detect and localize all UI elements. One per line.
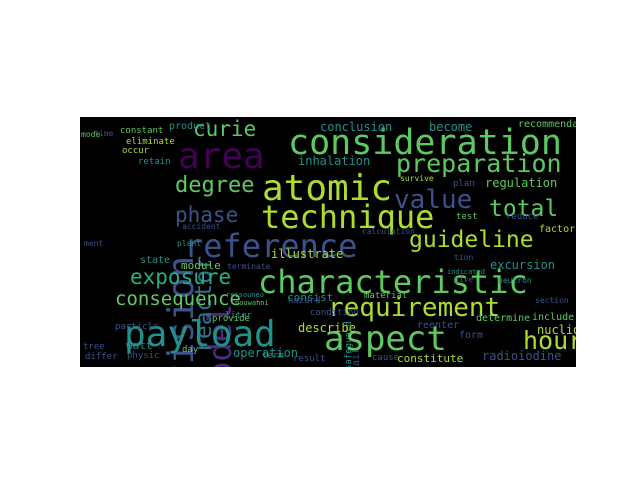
word: aspect: [324, 319, 447, 359]
word: guideline: [409, 227, 534, 253]
word: operation: [233, 346, 299, 360]
word: module: [181, 259, 221, 272]
word: neutron: [498, 276, 532, 285]
word: result: [293, 354, 326, 364]
word: technique: [261, 198, 435, 236]
word: particle: [115, 322, 159, 332]
word: curie: [193, 117, 257, 141]
word: consideration: [288, 123, 562, 163]
word: preparation: [396, 149, 562, 178]
word: include: [532, 312, 575, 323]
word: conclusion: [320, 120, 393, 134]
word-cloud: provision model reactor element figure e…: [80, 117, 576, 367]
word: determine: [476, 313, 531, 324]
word: eliminate: [126, 137, 175, 147]
word: exposure: [130, 265, 232, 289]
word: area: [178, 136, 265, 177]
word: liter: [225, 311, 253, 321]
word: time: [94, 129, 114, 138]
word: term: [262, 351, 284, 361]
word: requirement: [328, 293, 501, 323]
word: consequence: [115, 288, 241, 310]
word: consist: [287, 291, 334, 304]
word: watt: [126, 339, 153, 352]
word: characteristic: [258, 263, 528, 301]
word: cause: [372, 353, 400, 363]
word: material: [364, 291, 408, 301]
word: plant: [177, 239, 202, 248]
word: reduce: [506, 212, 539, 222]
word: reference: [184, 227, 358, 265]
word: ment: [84, 239, 104, 248]
word: state: [140, 255, 171, 266]
word: nuclide: [537, 323, 576, 337]
word: hazard: [288, 296, 321, 306]
word: plan: [453, 179, 475, 189]
word: product: [169, 121, 212, 132]
word: occur: [122, 146, 150, 156]
word: physic: [127, 351, 160, 361]
word: hour: [523, 326, 576, 355]
word: constant: [120, 126, 164, 136]
word: indicated: [447, 268, 485, 276]
word: constitute: [397, 352, 464, 365]
word: factor: [539, 224, 576, 235]
word: inhalation: [298, 154, 371, 168]
word: illustrate: [271, 247, 344, 261]
word: test: [456, 212, 478, 222]
word: accident: [182, 222, 221, 231]
word: describe: [298, 321, 356, 335]
word: section: [535, 296, 569, 305]
word: atomic: [262, 168, 393, 209]
word: degree: [175, 173, 255, 198]
word: calculation: [362, 227, 415, 236]
word: become: [429, 120, 473, 134]
word: nouwahni: [235, 299, 269, 307]
word: survive: [400, 174, 434, 183]
word: reenter: [417, 320, 460, 331]
word: phase: [175, 203, 239, 227]
word: tree: [83, 342, 105, 352]
word: regulation: [485, 176, 558, 190]
word: excursion: [490, 258, 556, 272]
word: tion: [454, 253, 474, 262]
word: condition: [310, 308, 359, 318]
word: radioiodine: [482, 349, 562, 363]
word: differ: [85, 352, 118, 362]
word: total: [489, 196, 559, 222]
word: give: [454, 275, 474, 284]
word: provide: [212, 314, 250, 324]
word: payload: [124, 314, 276, 355]
word: retain: [138, 157, 171, 167]
word: recommendation: [518, 119, 576, 130]
word: form: [459, 330, 484, 341]
word: mode: [81, 130, 101, 139]
word: terminate: [227, 262, 271, 271]
word: day: [182, 345, 199, 355]
word: value: [394, 185, 473, 215]
word: reisouneo: [226, 291, 264, 299]
